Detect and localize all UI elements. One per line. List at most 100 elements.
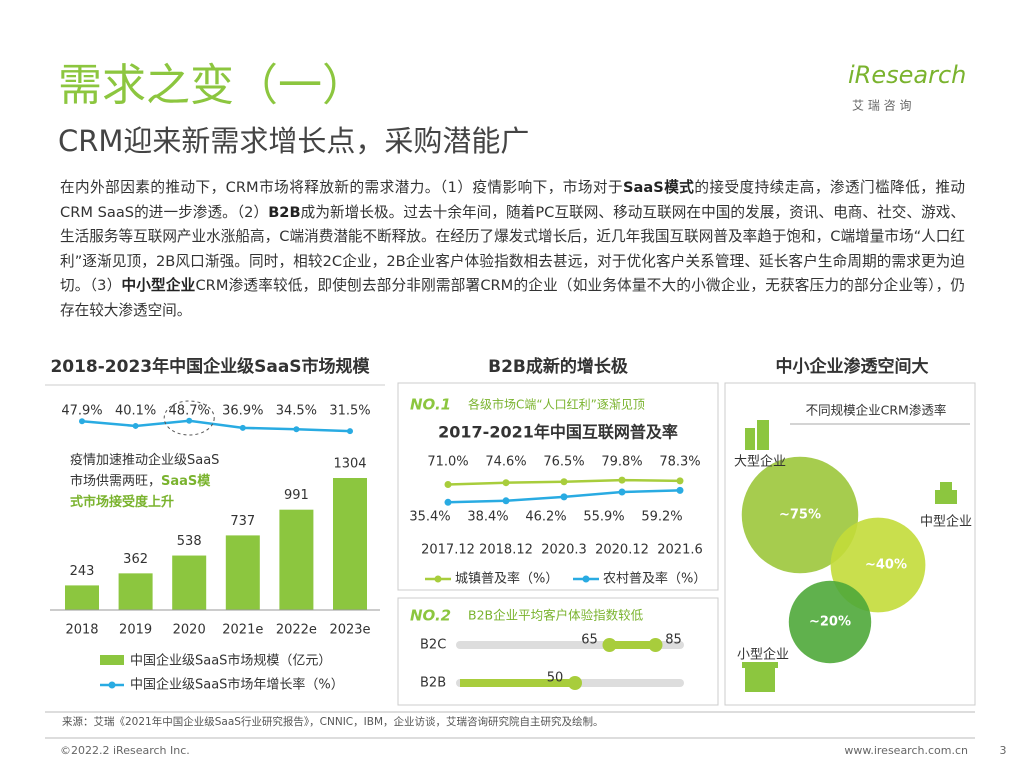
text-run: 疫情加速推动企业级SaaS市场供需两旺， [70, 453, 220, 489]
category-label: 中型企业 [920, 514, 972, 530]
point-label: 35.4% [409, 510, 450, 525]
text-run: 在内外部因素的推动下，CRM市场将释放新的需求潜力。（1）疫情影响下，市场对于 [60, 179, 624, 196]
dot [568, 676, 582, 690]
legend-swatch [582, 575, 590, 583]
bar-label: 1304 [333, 457, 366, 472]
page-number: 3 [1000, 744, 1007, 757]
point-label: 55.9% [583, 510, 624, 525]
series-point [444, 498, 452, 506]
highlight [163, 400, 215, 436]
text-run: 成为新增长极。过去十余年间，随着PC互联网、移动互联网在中国的发展，资讯、电商、… [60, 203, 965, 295]
icon-office [935, 482, 957, 504]
chart-title: 2017-2021年中国互联网普及率 [438, 423, 678, 442]
series-point [502, 497, 510, 505]
x-tick-label: 2018.12 [479, 543, 533, 558]
chart-title: 中小企业渗透空间大 [776, 356, 929, 377]
venn-label: ~40% [865, 558, 907, 573]
series-point [502, 479, 510, 487]
x-tick-label: 2023e [329, 623, 370, 638]
x-tick-label: 2020.12 [595, 543, 649, 558]
text-run: SaaS模式市场接受度上升 [70, 474, 211, 510]
bar [65, 585, 99, 610]
bar [225, 535, 260, 610]
body-text: 在内外部因素的推动下，CRM市场将释放新的需求潜力。（1）疫情影响下，市场对于S… [60, 176, 965, 324]
x-tick-label: 2019 [119, 623, 152, 638]
legend-swatch [434, 575, 442, 583]
category-label: 大型企业 [734, 454, 786, 470]
bar [172, 555, 207, 610]
dot [648, 638, 663, 652]
icon-building [745, 420, 769, 450]
bar [279, 509, 314, 610]
growth-label: 34.5% [276, 404, 317, 419]
bar-label: 243 [70, 564, 95, 579]
x-tick-label: 2021.6 [657, 543, 703, 558]
series-point [676, 477, 684, 485]
legend-swatch [100, 655, 124, 665]
growth-point [132, 422, 139, 429]
growth-point [239, 424, 246, 431]
growth-point [293, 426, 300, 433]
growth-line [81, 419, 351, 433]
text-run: 中小型企业 [121, 277, 196, 295]
growth-label: 31.5% [329, 404, 370, 419]
panel-box [397, 382, 719, 591]
category-label: 小型企业 [737, 647, 789, 663]
growth-label: 40.1% [115, 404, 156, 419]
text-run: SaaS模式 [623, 179, 695, 196]
series-point [618, 488, 626, 496]
tag: NO.2 [410, 607, 451, 625]
point-label: 76.5% [543, 455, 584, 470]
venn-label: ~20% [809, 615, 851, 630]
chart-title: 2018-2023年中国企业级SaaS市场规模 [50, 356, 370, 377]
point-label: 79.8% [601, 455, 642, 470]
panel-box [397, 597, 719, 706]
bar-label: 991 [284, 488, 309, 503]
venn-circle [741, 456, 859, 574]
legend-label: 农村普及率（%） [603, 571, 706, 587]
venn-circle [788, 580, 872, 664]
text-run: B2B [268, 203, 301, 221]
text-run: 的接受度持续走高，渗透门槛降低，推动CRM SaaS的进一步渗透。（2） [60, 179, 965, 221]
series-point [560, 478, 568, 486]
dot-label: 50 [547, 671, 564, 686]
bar-label: 737 [230, 514, 255, 529]
growth-point [347, 428, 353, 435]
point-label: 38.4% [467, 510, 508, 525]
venn-label: ~75% [779, 508, 821, 523]
website: www.iresearch.com.cn [844, 744, 968, 757]
icon-shop [742, 662, 778, 692]
chart-subtitle: 不同规模企业CRM渗透率 [806, 403, 947, 418]
text-run: CRM渗透率较低，即使刨去部分非刚需部署CRM的企业（如业务体量不大的小微企业，… [60, 277, 965, 319]
chart-subtitle: 各级市场C端“人口红利”逐渐见顶 [468, 397, 645, 412]
row-label: B2B [420, 676, 446, 691]
bar-label: 362 [123, 552, 148, 567]
point-label: 46.2% [525, 510, 566, 525]
x-tick-label: 2022e [276, 623, 317, 638]
growth-label: 48.7% [169, 404, 210, 419]
series-point [618, 476, 626, 484]
point-label: 74.6% [485, 455, 526, 470]
x-tick-label: 2020 [173, 623, 206, 638]
panel-title: B2B成新的增长极 [488, 356, 628, 377]
growth-label: 36.9% [222, 404, 263, 419]
source: 来源：艾瑞《2021年中国企业级SaaS行业研究报告》，CNNIC，IBM，企业… [62, 715, 604, 728]
panel-box [724, 382, 976, 706]
bar-label: 538 [177, 534, 202, 549]
point-label: 78.3% [659, 455, 700, 470]
annotation: 疫情加速推动企业级SaaS市场供需两旺，SaaS模式市场接受度上升 [70, 450, 220, 513]
row-label: B2C [420, 638, 446, 653]
growth-label: 47.9% [61, 404, 102, 419]
legend-label: 中国企业级SaaS市场规模（亿元） [130, 653, 331, 669]
bar [118, 573, 153, 610]
point-label: 71.0% [427, 455, 468, 470]
series-point [444, 481, 452, 488]
growth-point [186, 417, 193, 424]
tag: NO.1 [410, 396, 451, 414]
point-label: 59.2% [641, 510, 682, 525]
growth-point [79, 418, 85, 425]
dot [602, 638, 617, 652]
logo: iResearch [848, 61, 966, 89]
logo-cn: 艾 瑞 咨 询 [852, 98, 911, 113]
